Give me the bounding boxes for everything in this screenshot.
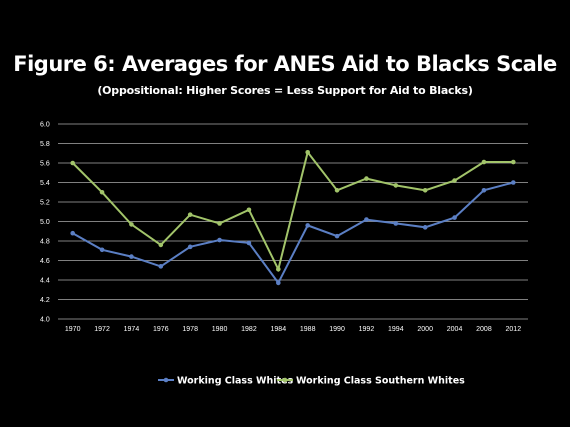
series-points bbox=[70, 149, 516, 286]
y-tick-label: 4.0 bbox=[40, 317, 50, 324]
legend-label: Working Class Southern Whites bbox=[296, 376, 465, 387]
data-point bbox=[305, 149, 310, 155]
gridlines bbox=[58, 123, 528, 320]
data-point bbox=[511, 159, 516, 165]
data-point bbox=[70, 230, 75, 236]
data-point bbox=[70, 160, 75, 166]
y-axis-tick-labels: 4.0 4.2 4.4 4.6 4.8 5.0 5.2 5.4 5.6 5.8 6.0 bbox=[40, 122, 50, 324]
x-tick-label: 2004 bbox=[447, 326, 463, 333]
y-tick-label: 5.6 bbox=[40, 161, 50, 168]
data-point bbox=[393, 183, 399, 188]
legend: Working Class Whites Working Class Southe… bbox=[158, 376, 465, 387]
data-point bbox=[481, 159, 487, 165]
data-point bbox=[99, 189, 105, 195]
data-point bbox=[393, 221, 399, 226]
data-point bbox=[334, 233, 340, 239]
chart-subtitle: (Oppositional: Higher Scores = Less Supp… bbox=[97, 84, 473, 97]
x-tick-label: 2012 bbox=[506, 326, 522, 333]
x-tick-label: 1992 bbox=[359, 326, 375, 333]
data-point bbox=[511, 180, 516, 185]
y-tick-label: 5.2 bbox=[40, 200, 50, 207]
chart-title: Figure 6: Averages for ANES Aid to Black… bbox=[13, 52, 557, 76]
legend-swatch-marker bbox=[282, 377, 288, 383]
y-tick-label: 5.8 bbox=[40, 141, 50, 148]
data-point bbox=[334, 188, 340, 193]
data-point bbox=[187, 244, 193, 250]
data-point bbox=[246, 207, 252, 213]
series-line-1 bbox=[71, 150, 514, 273]
x-tick-label: 1974 bbox=[124, 326, 140, 333]
x-tick-label: 2000 bbox=[417, 326, 433, 333]
x-tick-label: 1980 bbox=[212, 326, 228, 333]
data-point bbox=[422, 188, 428, 193]
x-tick-label: 1994 bbox=[388, 326, 404, 333]
x-tick-label: 1978 bbox=[182, 326, 198, 333]
data-point bbox=[217, 237, 222, 243]
data-point bbox=[99, 247, 105, 253]
x-tick-label: 1972 bbox=[94, 326, 110, 333]
data-point bbox=[158, 242, 164, 248]
y-tick-label: 5.4 bbox=[40, 180, 50, 187]
data-point bbox=[158, 264, 164, 269]
data-point bbox=[187, 212, 193, 217]
y-tick-label: 5.0 bbox=[40, 219, 50, 226]
x-tick-label: 2008 bbox=[476, 326, 492, 333]
x-tick-label: 1970 bbox=[65, 326, 81, 333]
series-line-0 bbox=[72, 181, 514, 285]
data-point bbox=[481, 188, 487, 193]
x-axis-tick-labels: 1970 1972 1974 1976 1978 1980 1982 1984 1988 1990… bbox=[65, 326, 521, 333]
data-point bbox=[129, 254, 134, 259]
data-point bbox=[276, 280, 281, 286]
data-point bbox=[217, 221, 222, 226]
data-point bbox=[452, 178, 457, 183]
legend-swatch-marker bbox=[163, 377, 169, 383]
data-point bbox=[276, 266, 281, 272]
series-lines bbox=[71, 150, 514, 285]
x-tick-label: 1984 bbox=[271, 326, 287, 333]
data-point bbox=[364, 176, 369, 181]
x-tick-label: 1982 bbox=[241, 326, 257, 333]
data-point bbox=[452, 215, 457, 220]
y-tick-label: 4.2 bbox=[40, 297, 50, 304]
data-point bbox=[364, 217, 369, 222]
x-tick-label: 1990 bbox=[329, 326, 345, 333]
legend-label: Working Class Whites bbox=[177, 376, 294, 387]
data-point bbox=[305, 223, 310, 228]
data-point bbox=[129, 222, 134, 227]
y-tick-label: 4.6 bbox=[40, 258, 50, 265]
x-tick-label: 1976 bbox=[153, 326, 169, 333]
y-tick-label: 6.0 bbox=[40, 122, 50, 129]
y-tick-label: 4.4 bbox=[40, 278, 50, 285]
y-tick-label: 4.8 bbox=[40, 239, 50, 246]
data-point bbox=[246, 240, 252, 246]
data-point bbox=[422, 225, 428, 230]
x-tick-label: 1988 bbox=[300, 326, 316, 333]
